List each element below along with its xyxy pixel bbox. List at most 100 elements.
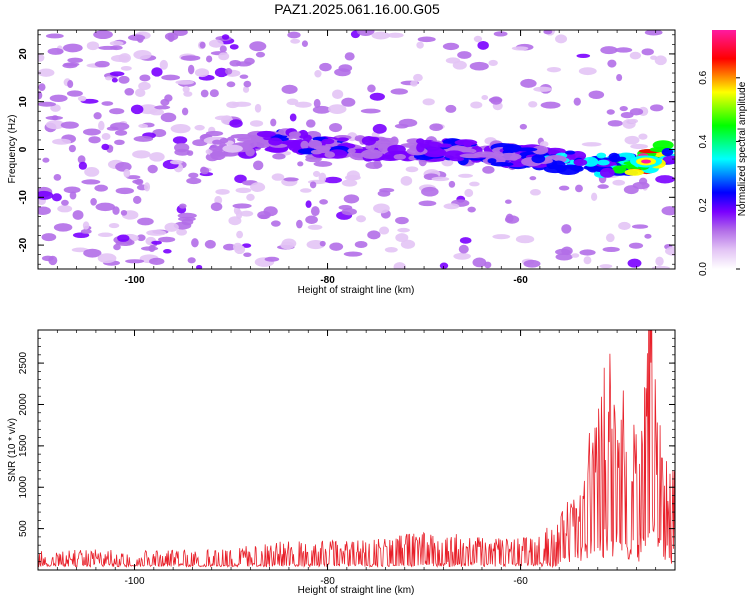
colorbar-label: Normalized spectral amplitude xyxy=(737,81,748,216)
heatmap-cell xyxy=(67,57,84,63)
heatmap-cell xyxy=(492,234,511,240)
heatmap-cell xyxy=(313,98,321,108)
heatmap-ridge-cell xyxy=(209,152,228,157)
heatmap-cell xyxy=(236,230,244,239)
heatmap-cell xyxy=(97,253,117,264)
heatmap-cell xyxy=(605,233,615,243)
heatmap-cell xyxy=(379,226,390,235)
x-tick-label: -80 xyxy=(320,275,335,286)
heatmap-cell xyxy=(108,223,120,229)
heatmap-cell xyxy=(214,67,229,78)
heatmap-ridge-cell xyxy=(419,141,443,150)
heatmap-ridge-cell xyxy=(212,139,223,145)
heatmap-cell xyxy=(214,115,231,121)
heatmap-ridge-cell xyxy=(416,142,425,153)
heatmap-cell xyxy=(60,121,79,129)
heatmap-cell xyxy=(243,80,252,88)
heatmap-cell xyxy=(250,182,266,192)
heatmap-cell xyxy=(139,74,151,82)
heatmap-cell xyxy=(114,139,125,146)
heatmap-ridge-cell xyxy=(423,148,447,158)
heatmap-cell xyxy=(477,40,489,50)
heatmap-cell xyxy=(343,194,360,204)
heatmap-cell xyxy=(45,115,64,120)
heatmap-cell xyxy=(597,184,609,189)
heatmap-cell xyxy=(422,98,435,106)
heatmap-cell xyxy=(654,55,667,66)
heatmap-cell xyxy=(612,179,626,186)
heatmap-cell xyxy=(533,86,552,92)
heatmap-cell xyxy=(346,170,360,181)
heatmap-cell xyxy=(221,34,230,40)
heatmap-cell xyxy=(47,47,64,55)
heatmap-cell xyxy=(591,192,598,201)
heatmap-cell xyxy=(367,230,381,240)
heatmap-ridge-cell xyxy=(298,129,309,139)
heatmap-cell xyxy=(77,155,86,164)
heatmap-cell xyxy=(82,221,90,230)
heatmap-ridge-cell xyxy=(599,167,615,178)
heatmap-cell xyxy=(644,30,663,36)
heatmap-cell xyxy=(573,97,581,106)
heatmap-ridge-cell xyxy=(256,130,276,138)
heatmap-cell xyxy=(588,90,605,100)
heatmap-ridge-cell xyxy=(222,144,243,153)
heatmap-cell xyxy=(120,209,128,216)
heatmap-cell xyxy=(441,158,454,167)
heatmap-cell xyxy=(128,34,146,41)
heatmap-cell xyxy=(520,78,537,88)
heatmap-ridge-cell xyxy=(532,145,549,155)
heatmap-cell xyxy=(305,200,312,208)
heatmap-cell xyxy=(164,94,173,102)
heatmap-cell xyxy=(109,108,125,115)
heatmap-ridge-cell xyxy=(490,162,514,167)
heatmap-ridge-cell xyxy=(324,151,336,158)
heatmap-cell xyxy=(281,84,298,95)
heatmap-cell xyxy=(143,182,151,192)
heatmap-cell xyxy=(226,81,236,88)
heatmap-cell xyxy=(457,51,472,59)
heatmap-cell xyxy=(41,233,57,242)
heatmap-cell xyxy=(110,45,123,51)
heatmap-cell xyxy=(187,257,196,264)
heatmap-cell xyxy=(188,172,199,179)
heatmap-cell xyxy=(109,71,125,77)
heatmap-cell xyxy=(229,44,239,50)
heatmap-ridge-cell xyxy=(268,137,283,146)
heatmap-cell xyxy=(488,59,498,66)
heatmap-cell xyxy=(62,43,83,53)
heatmap-cell xyxy=(372,123,387,134)
heatmap-cell xyxy=(244,57,255,65)
y-tick-label: 2000 xyxy=(18,393,29,416)
heatmap-cell xyxy=(83,248,102,258)
heatmap-cell xyxy=(161,74,181,81)
heatmap-cell xyxy=(558,185,570,191)
colorbar-tick-label: 0.4 xyxy=(698,134,709,148)
heatmap-cell xyxy=(442,42,460,51)
heatmap-cell xyxy=(607,120,623,127)
heatmap-cell xyxy=(467,206,476,213)
heatmap-cell xyxy=(579,249,596,256)
heatmap-ridge-cell xyxy=(377,143,391,152)
y-tick-label: 1000 xyxy=(18,476,29,499)
heatmap-cell xyxy=(523,259,541,268)
y-tick-label: 500 xyxy=(18,520,29,537)
heatmap-cell xyxy=(182,85,190,93)
heatmap-cell xyxy=(464,188,474,198)
heatmap-cell xyxy=(101,132,111,141)
heatmap-cell xyxy=(224,67,233,75)
heatmap-cell xyxy=(472,257,487,268)
heatmap-cell xyxy=(641,48,654,56)
heatmap-cell xyxy=(93,30,113,39)
heatmap-cell xyxy=(470,101,483,109)
heatmap-cell xyxy=(235,187,252,194)
heatmap-cell xyxy=(255,51,266,58)
heatmap-cell xyxy=(154,105,171,110)
heatmap-cell xyxy=(132,179,143,184)
heatmap-cell xyxy=(118,53,131,63)
heatmap-cell xyxy=(329,123,343,133)
heatmap-cell xyxy=(180,55,201,61)
heatmap-cell xyxy=(529,176,537,181)
